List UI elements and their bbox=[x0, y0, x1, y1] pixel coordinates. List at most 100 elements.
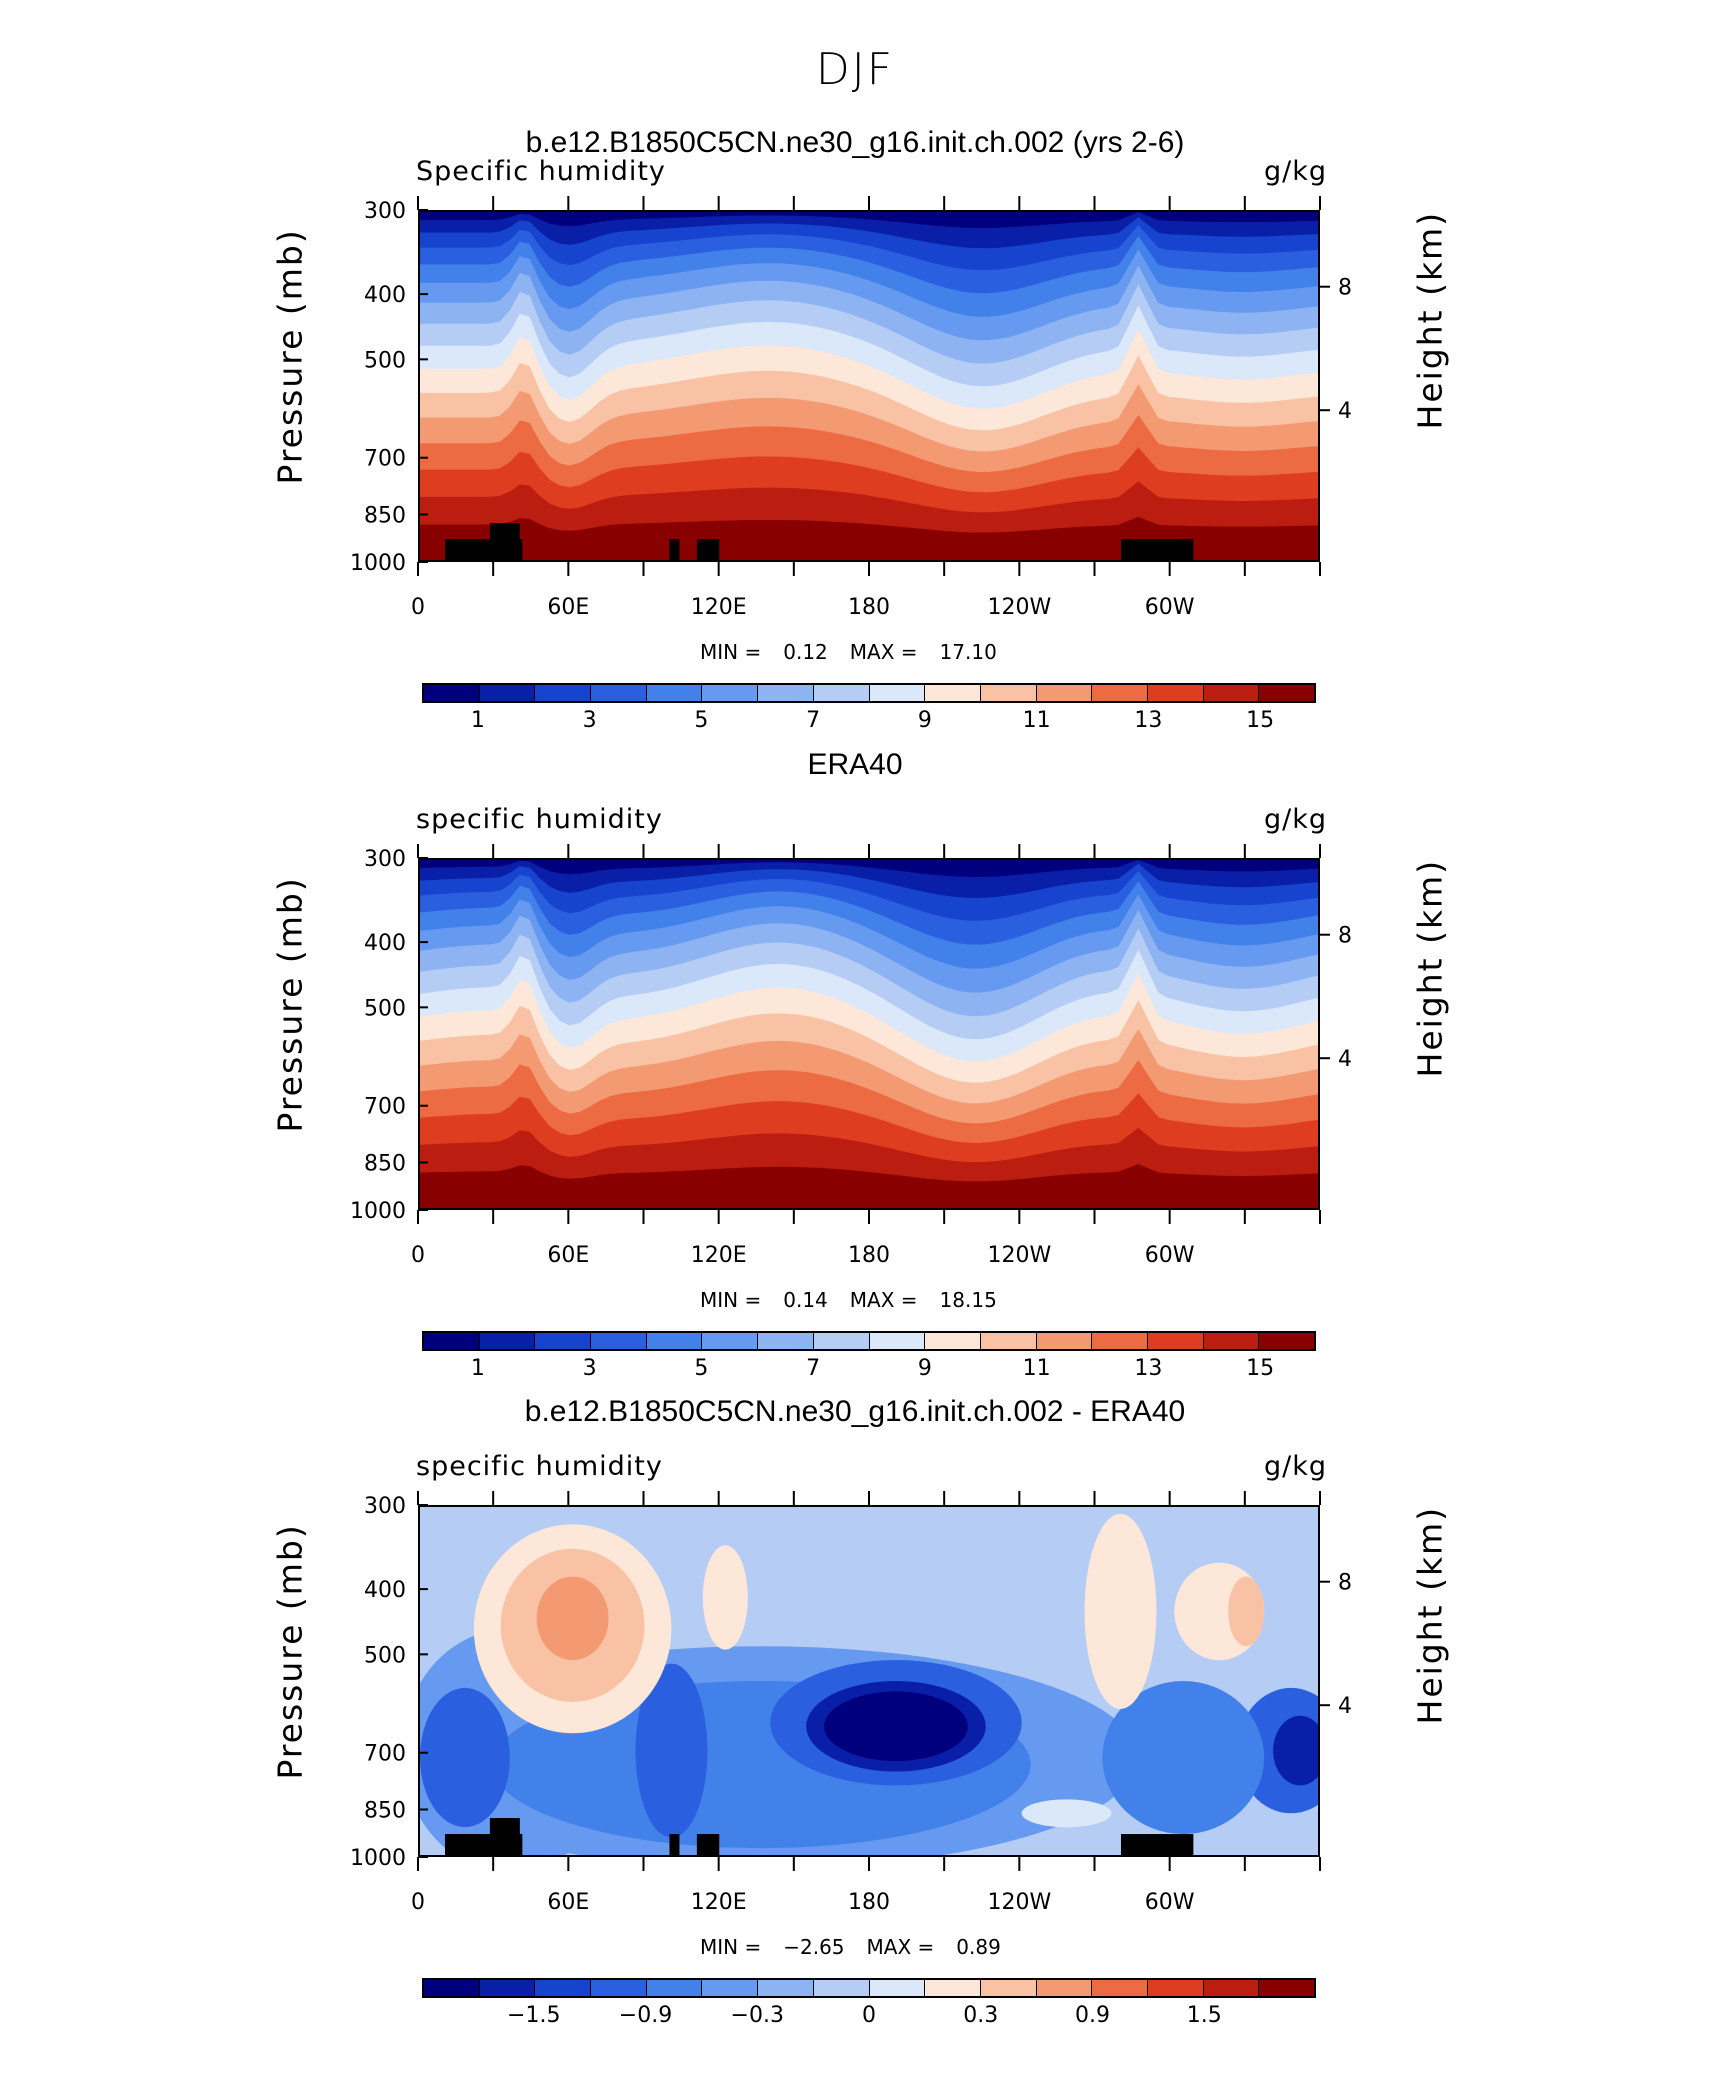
contour-field bbox=[420, 1507, 1318, 1855]
y-axis-right-label: Height (km) bbox=[1410, 858, 1450, 1078]
colorbar-swatch bbox=[646, 1980, 703, 1996]
colorbar-tick-label: 0 bbox=[862, 2003, 876, 2028]
colorbar-swatch bbox=[1036, 685, 1093, 701]
colorbar-swatch bbox=[702, 1333, 759, 1349]
colorbar-tick-label: 11 bbox=[1022, 708, 1051, 733]
y-tick-label: 700 bbox=[364, 447, 406, 472]
colorbar-swatch bbox=[1203, 1333, 1260, 1349]
x-tick-label: 60W bbox=[1145, 1890, 1195, 1915]
colorbar-swatch bbox=[813, 1333, 870, 1349]
contour-blob-8 bbox=[1273, 1715, 1318, 1786]
min-max-readout: MIN = 0.14 MAX = 18.15 bbox=[700, 1288, 997, 1312]
colorbar bbox=[422, 683, 1316, 703]
contour-blob-9 bbox=[635, 1663, 708, 1838]
colorbar-swatch bbox=[479, 1980, 536, 1996]
y-tick-label: 300 bbox=[364, 847, 406, 872]
colorbar-swatch bbox=[1203, 685, 1260, 701]
y-tick-label: 500 bbox=[364, 1643, 406, 1668]
contour-blob-18 bbox=[1021, 1799, 1112, 1828]
contour-blob-13 bbox=[536, 1576, 609, 1661]
colorbar-swatch bbox=[702, 1980, 759, 1996]
y-tick-label: 300 bbox=[364, 199, 406, 224]
page-title: DJF bbox=[815, 44, 895, 95]
colorbar-swatch bbox=[479, 685, 536, 701]
colorbar-swatch bbox=[758, 1333, 814, 1349]
terrain-mask-3 bbox=[696, 1834, 720, 1855]
x-tick-label: 0 bbox=[411, 1890, 425, 1915]
y-tick-label: 850 bbox=[364, 1151, 406, 1176]
x-tick-label: 120E bbox=[691, 595, 747, 620]
axes: 300 400 500 700 850 1000 8 4 0 60E 120E 180 120W 60W bbox=[350, 844, 1352, 1268]
x-tick-label: 180 bbox=[848, 595, 890, 620]
chart-panel-1: b.e12.B1850C5CN.ne30_g16.init.ch.002 (yr… bbox=[0, 100, 1710, 740]
terrain-mask-1 bbox=[489, 523, 520, 560]
colorbar-swatch bbox=[980, 1333, 1037, 1349]
colorbar-swatch bbox=[1092, 685, 1148, 701]
colorbar-swatch bbox=[1259, 1980, 1314, 1996]
colorbar-tick-label: 15 bbox=[1246, 708, 1275, 733]
y-tick-label: 500 bbox=[364, 996, 406, 1021]
colorbar-swatch bbox=[1203, 1980, 1260, 1996]
y-right-tick-label: 4 bbox=[1338, 399, 1352, 424]
colorbar-tick-label: 15 bbox=[1246, 1356, 1275, 1381]
colorbar-swatch bbox=[646, 1333, 703, 1349]
colorbar-tick-label: 11 bbox=[1022, 1356, 1051, 1381]
max-label: MAX = bbox=[849, 1288, 918, 1312]
y-tick-label: 850 bbox=[364, 503, 406, 528]
contour-blob-5 bbox=[824, 1691, 968, 1762]
contour-level-15 bbox=[420, 516, 1318, 560]
plot-area bbox=[418, 858, 1320, 1210]
colorbar-swatch bbox=[1092, 1333, 1148, 1349]
axes: 300 400 500 700 850 1000 8 4 0 60E 120E 180 120W 60W bbox=[350, 196, 1352, 620]
colorbar-tick-label: 7 bbox=[806, 708, 821, 733]
x-tick-label: 180 bbox=[848, 1890, 890, 1915]
contour-blob-10 bbox=[1102, 1681, 1265, 1835]
colorbar-swatch bbox=[980, 1980, 1037, 1996]
y-right-tick-label: 4 bbox=[1338, 1694, 1352, 1719]
colorbar-swatch bbox=[424, 685, 480, 701]
y-axis-right-label: Height (km) bbox=[1410, 1505, 1450, 1725]
y-axis-label: Pressure (mb) bbox=[270, 228, 310, 485]
max-value: 18.15 bbox=[939, 1288, 997, 1312]
colorbar-swatch bbox=[424, 1980, 480, 1996]
colorbar-swatch bbox=[702, 685, 759, 701]
colorbar-tick-label: 9 bbox=[917, 1356, 932, 1381]
terrain-mask-3 bbox=[696, 539, 720, 560]
y-tick-label: 1000 bbox=[350, 1846, 406, 1871]
colorbar-swatch bbox=[869, 1333, 926, 1349]
colorbar-swatch bbox=[646, 685, 703, 701]
colorbar-tick-label: 13 bbox=[1134, 708, 1163, 733]
colorbar-swatch bbox=[758, 1980, 814, 1996]
colorbar-swatch bbox=[1036, 1333, 1093, 1349]
colorbar-swatch bbox=[813, 1980, 870, 1996]
min-label: MIN = bbox=[700, 1935, 762, 1959]
terrain-mask-2 bbox=[669, 1834, 680, 1855]
units-label: g/kg bbox=[1263, 1451, 1327, 1482]
x-tick-label: 0 bbox=[411, 595, 425, 620]
colorbar-tick-label: 3 bbox=[582, 1356, 597, 1381]
contour-level-15 bbox=[420, 1164, 1318, 1208]
max-value: 0.89 bbox=[956, 1935, 1001, 1959]
y-tick-label: 500 bbox=[364, 348, 406, 373]
colorbar-swatch bbox=[758, 685, 814, 701]
colorbar-tick-label: 0.9 bbox=[1075, 2003, 1110, 2028]
variable-label: Specific humidity bbox=[416, 156, 666, 187]
colorbar-swatch bbox=[479, 1333, 536, 1349]
plot-area bbox=[418, 210, 1320, 562]
max-value: 17.10 bbox=[939, 640, 997, 664]
panel-title: ERA40 bbox=[807, 748, 903, 781]
y-tick-label: 400 bbox=[364, 283, 406, 308]
y-axis-right-label: Height (km) bbox=[1410, 210, 1450, 430]
contour-field bbox=[420, 212, 1318, 560]
colorbar-swatch bbox=[1259, 685, 1314, 701]
x-tick-label: 120W bbox=[987, 595, 1051, 620]
contour-blob-14 bbox=[702, 1545, 748, 1650]
x-tick-label: 60E bbox=[547, 1243, 589, 1268]
colorbar-swatch bbox=[925, 1333, 981, 1349]
x-tick-label: 120E bbox=[691, 1243, 747, 1268]
colorbar-tick-label: 0.3 bbox=[963, 2003, 999, 2028]
contour-blob-17 bbox=[1228, 1576, 1265, 1647]
y-tick-label: 700 bbox=[364, 1095, 406, 1120]
x-tick-label: 0 bbox=[411, 1243, 425, 1268]
terrain-mask-4 bbox=[1120, 1834, 1194, 1855]
